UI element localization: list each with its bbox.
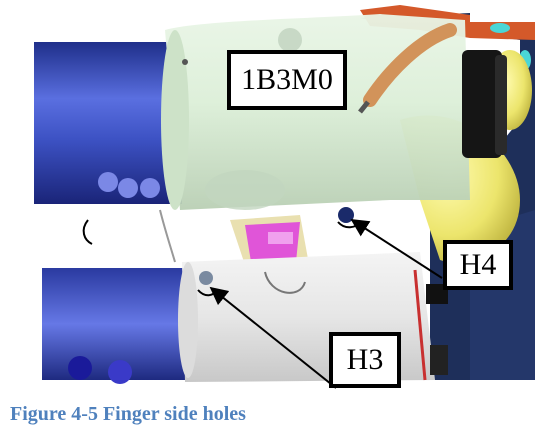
label-h3-text: H3 (346, 343, 384, 376)
arrow-h4 (350, 219, 443, 279)
hole-h3 (199, 271, 213, 285)
label-h3: H3 (329, 332, 401, 388)
label-h4-text: H4 (459, 248, 497, 281)
label-h4: H4 (443, 240, 513, 290)
blue-cylinder-lower (42, 268, 187, 380)
figure-render: 1B3M0 H4 H3 (32, 5, 535, 389)
figure-caption: Figure 4-5 Finger side holes (10, 403, 246, 425)
black-end-cap (462, 50, 502, 158)
label-1B3M0-text: 1B3M0 (241, 63, 333, 96)
hole-h4 (338, 207, 354, 223)
arrow-h3 (209, 286, 337, 389)
label-1B3M0: 1B3M0 (227, 50, 347, 110)
